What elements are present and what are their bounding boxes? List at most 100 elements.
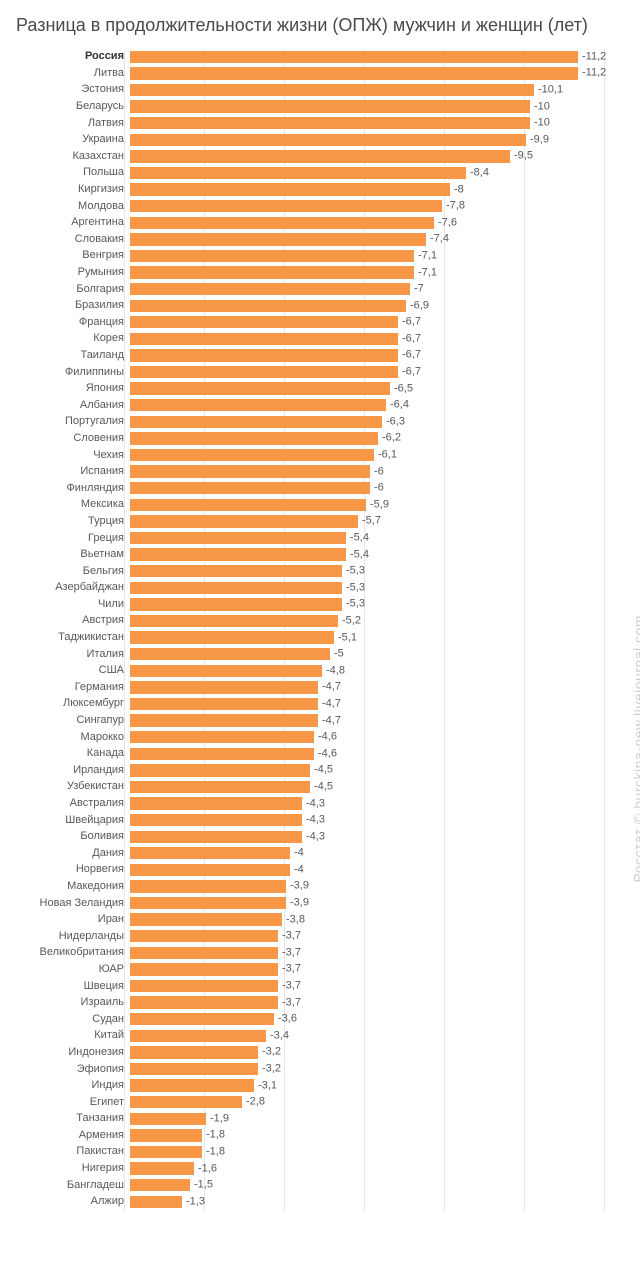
country-label: Мексика xyxy=(14,499,130,510)
country-label: Япония xyxy=(14,383,130,394)
bar-value-label: -4,7 xyxy=(322,682,341,693)
bar-value-label: -3,2 xyxy=(262,1047,281,1058)
bar: -3,2 xyxy=(130,1046,258,1058)
bar-row: Швеция-3,7 xyxy=(14,978,620,995)
country-label: Индия xyxy=(14,1080,130,1091)
country-label: Украина xyxy=(14,134,130,145)
bar: -11,2 xyxy=(130,67,578,79)
bar-track: -5,2 xyxy=(130,613,610,630)
country-label: Венгрия xyxy=(14,250,130,261)
country-label: Сингапур xyxy=(14,715,130,726)
country-label: Чили xyxy=(14,599,130,610)
bar-value-label: -4,5 xyxy=(314,765,333,776)
bar-track: -11,2 xyxy=(130,49,610,66)
country-label: Дания xyxy=(14,848,130,859)
bar-track: -11,2 xyxy=(130,65,610,82)
bar-track: -1,3 xyxy=(130,1193,610,1210)
bar-row: Марокко-4,6 xyxy=(14,729,620,746)
bar-track: -3,9 xyxy=(130,895,610,912)
bar: -5,4 xyxy=(130,532,346,544)
bar-value-label: -4,8 xyxy=(326,665,345,676)
bar: -5,3 xyxy=(130,565,342,577)
bar-row: Египет-2,8 xyxy=(14,1094,620,1111)
bar-value-label: -7,8 xyxy=(446,201,465,212)
bar-value-label: -1,8 xyxy=(206,1130,225,1141)
country-label: Узбекистан xyxy=(14,781,130,792)
country-label: Австрия xyxy=(14,615,130,626)
bar-track: -4,5 xyxy=(130,762,610,779)
bar: -4,6 xyxy=(130,748,314,760)
bar-row: Турция-5,7 xyxy=(14,513,620,530)
bar-value-label: -6,4 xyxy=(390,400,409,411)
country-label: Новая Зеландия xyxy=(14,898,130,909)
chart-plot-area: Россия-11,2Литва-11,2Эстония-10,1Беларус… xyxy=(14,49,620,1211)
bar-track: -4,8 xyxy=(130,662,610,679)
bar-value-label: -5,3 xyxy=(346,599,365,610)
bar-value-label: -3,9 xyxy=(290,881,309,892)
bar-value-label: -6 xyxy=(374,466,384,477)
bar: -1,3 xyxy=(130,1196,182,1208)
country-label: Иран xyxy=(14,914,130,925)
bar-row: Ирландия-4,5 xyxy=(14,762,620,779)
bar-value-label: -10,1 xyxy=(538,84,563,95)
bar-track: -4,6 xyxy=(130,745,610,762)
bar: -4 xyxy=(130,847,290,859)
bar-track: -4,5 xyxy=(130,779,610,796)
bar-row: Узбекистан-4,5 xyxy=(14,779,620,796)
bar-row: Люксембург-4,7 xyxy=(14,696,620,713)
bar-row: Израиль-3,7 xyxy=(14,994,620,1011)
bar-row: Казахстан-9,5 xyxy=(14,148,620,165)
bar-track: -4,6 xyxy=(130,729,610,746)
bar-track: -4,7 xyxy=(130,712,610,729)
bar: -7,1 xyxy=(130,250,414,262)
bar: -6,3 xyxy=(130,416,382,428)
bar-row: Финляндия -6 xyxy=(14,480,620,497)
country-label: Казахстан xyxy=(14,151,130,162)
bar-row: Греция-5,4 xyxy=(14,530,620,547)
bar-row: Дания-4 xyxy=(14,845,620,862)
bar-track: -3,6 xyxy=(130,1011,610,1028)
bar-value-label: -6,2 xyxy=(382,433,401,444)
bar-track: -3,7 xyxy=(130,961,610,978)
bar-row: Бельгия-5,3 xyxy=(14,563,620,580)
bar-row: Танзания-1,9 xyxy=(14,1111,620,1128)
bar-row: Мексика-5,9 xyxy=(14,497,620,514)
bar-track: -4,3 xyxy=(130,828,610,845)
bar-value-label: -4,6 xyxy=(318,732,337,743)
bar-row: Чехия-6,1 xyxy=(14,447,620,464)
country-label: Словения xyxy=(14,433,130,444)
bar: -3,4 xyxy=(130,1030,266,1042)
bar-row: Латвия-10 xyxy=(14,115,620,132)
bar-value-label: -4,7 xyxy=(322,715,341,726)
bar: -7,6 xyxy=(130,217,434,229)
bar-value-label: -3,7 xyxy=(282,997,301,1008)
bar: -3,9 xyxy=(130,880,286,892)
country-label: Финляндия xyxy=(14,483,130,494)
bar-value-label: -6,9 xyxy=(410,300,429,311)
country-label: Россия xyxy=(14,51,130,62)
bar-row: Вьетнам -5,4 xyxy=(14,546,620,563)
country-label: Китай xyxy=(14,1030,130,1041)
bar-row: Великобритания-3,7 xyxy=(14,945,620,962)
bar-row: Чили -5,3 xyxy=(14,596,620,613)
bar-value-label: -3,6 xyxy=(278,1014,297,1025)
country-label: Македония xyxy=(14,881,130,892)
country-label: Армения xyxy=(14,1130,130,1141)
bar-track: -7,4 xyxy=(130,231,610,248)
bar-row: Китай-3,4 xyxy=(14,1028,620,1045)
bar: -6 xyxy=(130,465,370,477)
bar: -4,5 xyxy=(130,764,310,776)
bar-value-label: -6 xyxy=(374,483,384,494)
bar-value-label: -10 xyxy=(534,101,550,112)
bar: -5,9 xyxy=(130,499,366,511)
bar-track: -6 xyxy=(130,463,610,480)
bar-value-label: -3,9 xyxy=(290,898,309,909)
country-label: Индонезия xyxy=(14,1047,130,1058)
bar-value-label: -5,4 xyxy=(350,549,369,560)
bar: -10 xyxy=(130,117,530,129)
bar-value-label: -1,9 xyxy=(210,1113,229,1124)
country-label: Чехия xyxy=(14,450,130,461)
bar-track: -5,3 xyxy=(130,580,610,597)
country-label: Вьетнам xyxy=(14,549,130,560)
bar-track: -3,7 xyxy=(130,945,610,962)
